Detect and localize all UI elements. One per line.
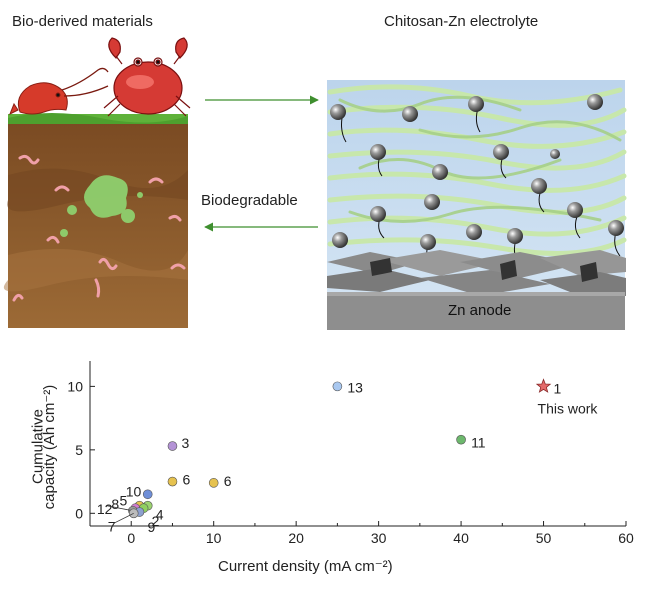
- data-point: [134, 500, 145, 511]
- zn-anode-label: Zn anode: [448, 302, 512, 319]
- data-point: [167, 441, 178, 451]
- data-point-label: 9: [147, 519, 155, 535]
- x-tick-label: 30: [371, 530, 387, 546]
- shrimp: [9, 67, 109, 116]
- data-point: [456, 434, 466, 445]
- data-point: [134, 507, 145, 517]
- data-point-label: 10: [126, 483, 142, 499]
- x-axis-title: Current density (mA cm⁻²): [218, 558, 393, 575]
- electrolyte-title: Chitosan-Zn electrolyte: [384, 13, 539, 30]
- x-tick-label: 60: [618, 530, 634, 546]
- degraded-material-blobs: [60, 175, 143, 237]
- data-point: [332, 381, 343, 392]
- data-point: [167, 476, 178, 487]
- data-point: [142, 489, 153, 500]
- data-point: [138, 503, 149, 514]
- y-tick-label: 10: [67, 378, 83, 394]
- leader-line: [113, 512, 134, 524]
- this-work-annotation: This work: [538, 400, 599, 416]
- bio-materials-title: Bio-derived materials: [12, 13, 153, 30]
- worm-group: [12, 154, 186, 302]
- data-point-label: 13: [347, 379, 363, 395]
- data-point-label: 4: [156, 507, 164, 523]
- x-tick-label: 50: [536, 530, 552, 546]
- data-point: [128, 508, 139, 519]
- y-tick-label: 5: [75, 442, 83, 458]
- x-tick-label: 10: [206, 530, 222, 546]
- biodegradable-label: Biodegradable: [201, 192, 298, 209]
- data-point-label: 1: [554, 380, 562, 396]
- data-point: [142, 500, 153, 511]
- data-point-label: 6: [224, 473, 232, 489]
- chitosan-fibers-dark: [338, 95, 622, 224]
- zn-ion-group: [330, 94, 624, 267]
- data-point-label: 11: [471, 435, 486, 451]
- data-point: [208, 478, 219, 488]
- data-point-label: 7: [108, 518, 116, 534]
- data-point-label: 3: [181, 435, 189, 451]
- data-point-label: 12: [97, 501, 113, 517]
- chitosan-fibers: [327, 84, 627, 256]
- data-point-label: 5: [119, 493, 127, 509]
- electrolyte-panel: [327, 80, 625, 330]
- x-tick-label: 20: [288, 530, 304, 546]
- data-point-label: 2: [152, 513, 160, 529]
- y-axis-title-line2: capacity (Ah cm⁻²): [41, 384, 58, 510]
- zn-deposit-plates: [327, 250, 626, 296]
- data-point: [128, 505, 138, 516]
- x-tick-label: 40: [453, 530, 469, 546]
- y-tick-label: 0: [75, 505, 83, 521]
- leader-line: [106, 505, 133, 512]
- data-point: [130, 503, 141, 514]
- x-tick-label: 0: [127, 530, 135, 546]
- data-point-label: 6: [182, 472, 190, 488]
- grass-strip: [8, 114, 188, 124]
- data-point-label: 8: [111, 496, 119, 512]
- soil-block: [8, 118, 188, 328]
- data-point-star: [535, 378, 552, 393]
- crab: [103, 37, 191, 117]
